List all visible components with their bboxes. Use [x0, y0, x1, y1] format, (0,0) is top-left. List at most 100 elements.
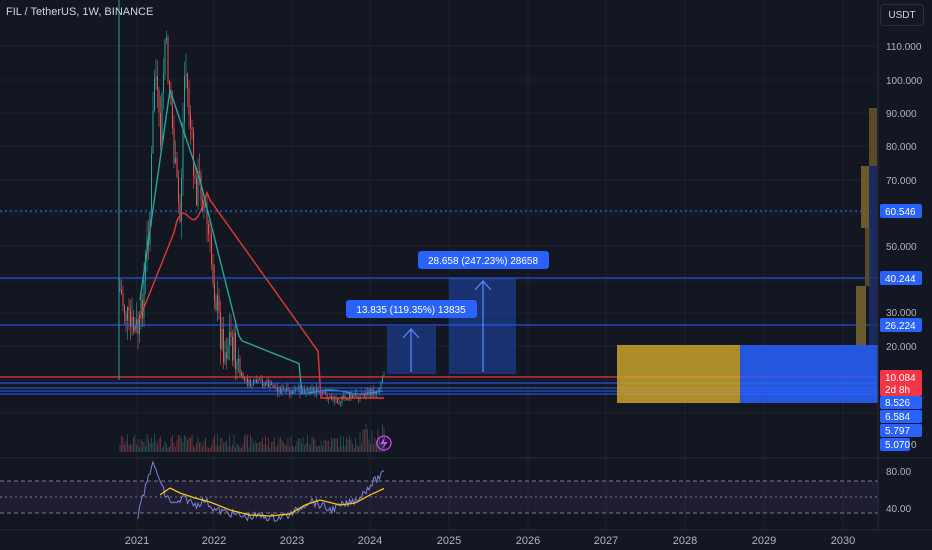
volume-bar	[154, 434, 155, 452]
volume-bar	[343, 436, 344, 452]
volume-bar	[131, 444, 133, 452]
candle-body	[197, 171, 199, 206]
volume-bar	[172, 434, 173, 452]
candle-body	[151, 153, 152, 213]
candle-body	[380, 381, 382, 389]
rsi-moving-average	[159, 487, 385, 517]
volume-bar	[317, 445, 319, 452]
volume-bar	[362, 428, 364, 452]
candle-body	[257, 379, 259, 384]
volume-bar	[371, 430, 373, 452]
candle-body	[194, 175, 196, 179]
volume-bar	[275, 446, 277, 452]
volume-bar	[206, 446, 208, 452]
volume-bar	[262, 437, 263, 452]
volume-bar	[379, 437, 380, 452]
volume-bar	[344, 446, 346, 452]
volume-bar	[326, 440, 328, 452]
volume-bar	[356, 444, 358, 452]
projection-column-base	[856, 286, 866, 345]
price-tick-partial: 0	[911, 440, 917, 451]
price-tick: 90.000	[886, 109, 917, 120]
time-axis[interactable]: 2021 2022 2023 2024 2025 2026 2027 2028 …	[125, 535, 855, 547]
volume-bar	[265, 435, 266, 452]
volume-bar	[166, 443, 167, 452]
price-tick: 30.000	[886, 308, 917, 319]
candle-body	[205, 203, 206, 208]
candle-body	[305, 390, 307, 393]
volume-bar	[272, 441, 274, 452]
candle-body	[289, 390, 290, 394]
volume-bar	[197, 437, 199, 452]
volume-bar	[122, 437, 124, 452]
candle-body	[355, 393, 356, 396]
candle-body	[278, 387, 280, 393]
measure-label-small[interactable]: 13.835 (119.35%) 13835	[346, 300, 477, 318]
candle-body	[326, 394, 328, 400]
candle-body	[247, 378, 248, 386]
volume-bar	[127, 434, 128, 452]
volume-bar	[187, 440, 188, 452]
volume-bar	[212, 439, 214, 452]
candle-body	[166, 37, 167, 40]
volume-bar	[221, 438, 223, 452]
volume-bar	[338, 447, 340, 452]
candle-body	[121, 289, 122, 294]
volume-bar	[257, 443, 259, 452]
volume-bar	[290, 435, 292, 452]
candle-body	[272, 384, 274, 389]
candle-body	[325, 391, 326, 395]
volume-bar	[169, 446, 170, 452]
candle-body	[299, 386, 301, 394]
moving-average-red	[134, 190, 384, 399]
volume-bar	[193, 445, 194, 452]
candle-body	[356, 393, 358, 397]
volume-bar	[194, 447, 196, 452]
volume-bar	[353, 447, 355, 452]
volume-bar	[302, 437, 304, 452]
candle-body	[229, 331, 230, 346]
candle-body	[122, 293, 124, 306]
candle-body	[251, 385, 253, 387]
time-tick: 2029	[752, 535, 776, 547]
candle-body	[256, 379, 257, 384]
symbol-title[interactable]: FIL / TetherUS, 1W, BINANCE	[6, 6, 154, 18]
candle-body	[359, 394, 361, 400]
volume-bar	[286, 444, 287, 452]
rsi-axis[interactable]: 80.00 40.00	[886, 467, 911, 515]
measure-label-large[interactable]: 28.658 (247.23%) 28658	[418, 251, 549, 269]
candle-body	[154, 78, 155, 111]
candle-body	[292, 389, 293, 394]
candle-body	[364, 394, 365, 397]
candle-body	[190, 114, 191, 128]
time-tick: 2026	[516, 535, 540, 547]
candle-body	[124, 305, 125, 315]
volume-bar	[133, 437, 134, 452]
projection-column-top	[869, 108, 877, 166]
volume-bar	[119, 444, 121, 452]
candle-body	[343, 395, 344, 397]
projection-box-blue[interactable]	[740, 345, 878, 403]
price-tag-8-label: 8.526	[885, 398, 910, 409]
volume-bar	[310, 445, 311, 452]
volume-bar	[209, 447, 211, 452]
projection-box-gold[interactable]	[617, 345, 740, 403]
volume-bar	[146, 434, 148, 452]
candle-body	[254, 379, 256, 381]
volume-bar	[301, 443, 302, 452]
volume-bar	[211, 444, 212, 452]
candle-body	[311, 387, 313, 391]
price-tag-6	[880, 410, 922, 423]
candle-body	[133, 316, 134, 332]
volume-bar	[256, 443, 257, 452]
price-axis[interactable]: 110.000 100.000 90.000 80.000 70.000 50.…	[886, 42, 923, 353]
volume-bar	[368, 439, 370, 452]
volume-bar	[184, 435, 185, 452]
lightning-icon[interactable]	[376, 435, 392, 451]
candle-body	[223, 329, 224, 363]
volume-bar	[223, 443, 224, 452]
currency-button[interactable]: USDT	[880, 4, 924, 26]
candle-body	[127, 307, 128, 321]
price-tick: 70.000	[886, 176, 917, 187]
